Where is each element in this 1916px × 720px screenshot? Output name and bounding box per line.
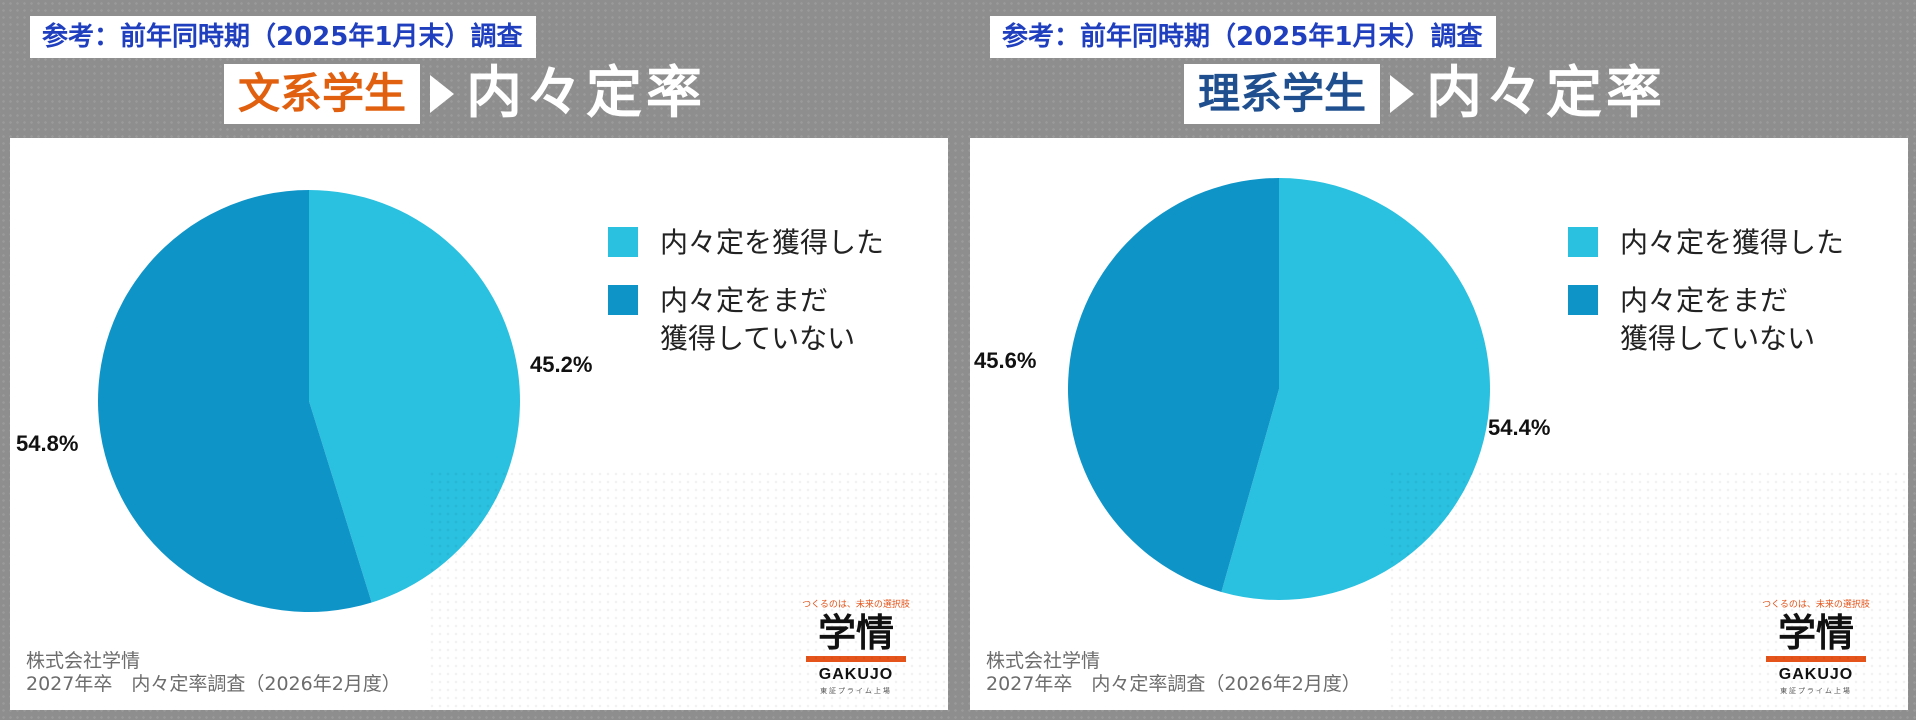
gakujo-logo: つくるのは、未来の選択肢 学情 GAKUJO 東証プライム上場: [1756, 597, 1876, 696]
source-company: 株式会社学情: [986, 650, 1101, 672]
chart-title: 内々定率: [1426, 61, 1667, 126]
legend: 内々定を獲得した 内々定をまだ 獲得していない: [1568, 224, 1888, 378]
legend-swatch-not-obtained: [608, 285, 638, 315]
chart-card: 45.2% 54.8% 内々定を獲得した 内々定をまだ 獲得していない 株式会社…: [10, 138, 948, 710]
source-survey: 2027年卒 内々定率調査（2026年2月度）: [26, 673, 401, 695]
legend-swatch-not-obtained: [1568, 285, 1598, 315]
legend-swatch-obtained: [608, 227, 638, 257]
logo-name: 学情: [1777, 611, 1854, 656]
pie-slice-not-obtained: [98, 190, 372, 612]
logo-bar: [806, 656, 906, 662]
legend-item-not-obtained: 内々定をまだ 獲得していない: [608, 282, 928, 358]
data-label-obtained: 54.4%: [1488, 415, 1551, 440]
pie-chart: [98, 190, 521, 612]
logo-tagline: つくるのは、未来の選択肢: [802, 600, 910, 611]
chart-title-row: 文系学生 内々定率: [224, 62, 706, 126]
logo-sub: 東証プライム上場: [1780, 687, 1852, 695]
legend-label-not-obtained: 内々定をまだ 獲得していない: [1620, 284, 1816, 355]
pie-slice-obtained: [309, 190, 521, 603]
arrow-right-icon: [430, 75, 455, 113]
chart-title: 内々定率: [466, 61, 707, 126]
source-note: 株式会社学情 2027年卒 内々定率調査（2026年2月度）: [986, 650, 1361, 696]
reference-label: 参考：前年同時期（2025年1月末）調査: [990, 16, 1497, 58]
data-label-obtained: 45.2%: [530, 352, 593, 377]
logo-name: 学情: [817, 611, 894, 656]
source-company: 株式会社学情: [26, 650, 141, 672]
logo-bar: [1766, 656, 1866, 662]
legend: 内々定を獲得した 内々定をまだ 獲得していない: [608, 224, 928, 378]
category-label: 理系学生: [1184, 63, 1381, 125]
legend-label-obtained: 内々定を獲得した: [660, 226, 885, 259]
logo-name-en: GAKUJO: [818, 666, 894, 683]
legend-item-obtained: 内々定を獲得した: [608, 224, 928, 262]
data-label-not-obtained: 45.6%: [974, 348, 1037, 373]
chart-card: 54.4% 45.6% 内々定を獲得した 内々定をまだ 獲得していない 株式会社…: [970, 138, 1908, 710]
legend-item-not-obtained: 内々定をまだ 獲得していない: [1568, 282, 1888, 358]
logo-tagline: つくるのは、未来の選択肢: [1762, 600, 1870, 611]
panel-humanities: 参考：前年同時期（2025年1月末）調査 文系学生 内々定率 45.2% 54.…: [0, 0, 950, 720]
source-survey: 2027年卒 内々定率調査（2026年2月度）: [986, 673, 1361, 695]
logo-sub: 東証プライム上場: [820, 687, 892, 695]
legend-item-obtained: 内々定を獲得した: [1568, 224, 1888, 262]
data-label-not-obtained: 54.8%: [16, 431, 79, 456]
pie-slice-not-obtained: [1067, 178, 1279, 592]
legend-label-obtained: 内々定を獲得した: [1620, 226, 1845, 259]
category-label: 文系学生: [224, 63, 421, 125]
logo-name-en: GAKUJO: [1778, 666, 1854, 683]
gakujo-logo: つくるのは、未来の選択肢 学情 GAKUJO 東証プライム上場: [796, 597, 916, 696]
pie-chart: [1067, 178, 1490, 600]
chart-title-row: 理系学生 内々定率: [1184, 62, 1666, 126]
source-note: 株式会社学情 2027年卒 内々定率調査（2026年2月度）: [26, 650, 401, 696]
legend-label-not-obtained: 内々定をまだ 獲得していない: [660, 284, 856, 355]
legend-swatch-obtained: [1568, 227, 1598, 257]
arrow-right-icon: [1390, 75, 1415, 113]
pie-slice-obtained: [1221, 178, 1490, 600]
panel-science: 参考：前年同時期（2025年1月末）調査 理系学生 内々定率 54.4% 45.…: [960, 0, 1910, 720]
reference-label: 参考：前年同時期（2025年1月末）調査: [30, 16, 537, 58]
